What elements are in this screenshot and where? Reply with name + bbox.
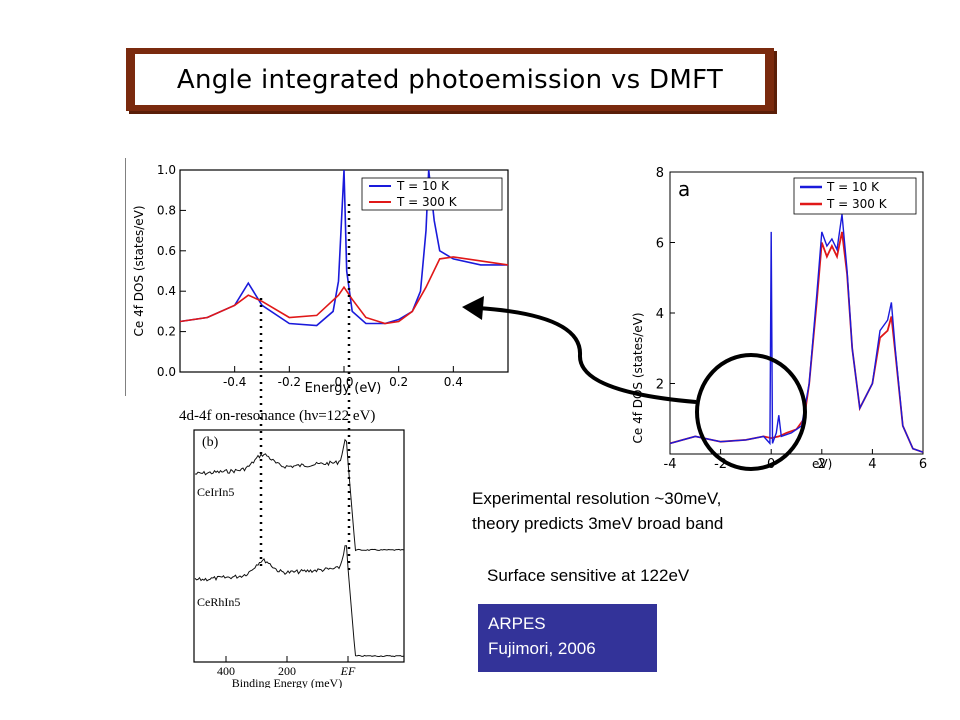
left-xtick-label: 0.0 (334, 375, 353, 389)
arpes-reference-box: ARPES Fujimori, 2006 (478, 604, 657, 672)
right-xlabel: eV) (812, 457, 832, 470)
right-ytick-label: 6 (656, 237, 664, 252)
left-ytick-label: 1.0 (157, 163, 176, 177)
right-ytick-label: 2 (656, 378, 664, 393)
highlight-circle (695, 353, 807, 471)
right-ylabel: Ce 4f DOS (states/eV) (631, 312, 645, 443)
exp-xlabel: Binding Energy (meV) (232, 676, 342, 688)
exp-spectrum-cerhin5 (194, 545, 404, 658)
left-ytick-label: 0.0 (157, 365, 176, 379)
left-series-300k (179, 256, 509, 325)
right-xtick-label: 2 (818, 457, 826, 470)
right-ytick-label: 8 (656, 166, 664, 181)
arrow-head (462, 296, 484, 320)
arrow-shaft (477, 306, 697, 404)
right-series-10k (669, 214, 924, 453)
exp-frame (193, 429, 405, 663)
left-ylabel: Ce 4f DOS (states/eV) (132, 205, 146, 336)
right-series-300k (669, 231, 924, 454)
right-xtick-label: 6 (919, 457, 927, 470)
exp-sample-cerhin5: CeRhIn5 (197, 595, 240, 609)
exp-panel-label: (b) (202, 435, 219, 450)
left-xtick-label: -0.2 (278, 375, 301, 389)
resolution-line1: Experimental resolution ~30meV, (472, 489, 722, 508)
exp-spectrum-ceirin5 (194, 438, 404, 552)
left-dmft-plot: 0.0 0.2 0.4 0.6 0.8 1.0 -0.4 -0.2 0.0 0.2 0.4 Ene… (125, 158, 525, 398)
left-legend (361, 177, 503, 211)
resolution-note: Experimental resolution ~30meV, theory p… (472, 486, 723, 536)
left-legend-300k: T = 300 K (396, 195, 458, 209)
left-xtick-label: 0.2 (389, 375, 408, 389)
left-ytick-label: 0.8 (157, 203, 176, 217)
slide-title: Angle integrated photoemission vs DMFT (176, 64, 724, 95)
left-ytick-label: 0.2 (157, 325, 176, 339)
right-legend-10k: T = 10 K (826, 180, 880, 194)
right-legend-300k: T = 300 K (826, 197, 888, 211)
left-xtick-label: 0.4 (444, 375, 463, 389)
resolution-line2: theory predicts 3meV broad band (472, 514, 724, 533)
arpes-line2: Fujimori, 2006 (488, 639, 596, 658)
experimental-plot: 4d-4f on-resonance (hν=122 eV) (b) CeIrI… (175, 404, 425, 688)
exp-xtick-400: 400 (217, 664, 235, 678)
left-ytick-label: 0.4 (157, 284, 176, 298)
left-ytick-label: 0.6 (157, 244, 176, 258)
right-xtick-label: 4 (868, 457, 876, 470)
surface-note: Surface sensitive at 122eV (487, 566, 690, 585)
left-xtick-label: -0.4 (223, 375, 246, 389)
right-panel-label: a (678, 177, 690, 201)
exp-xtick-ef: EF (340, 664, 356, 678)
title-frame: Angle integrated photoemission vs DMFT (126, 48, 774, 111)
exp-xtick-200: 200 (278, 664, 296, 678)
exp-sample-ceirin5: CeIrIn5 (197, 485, 234, 499)
left-legend-10k: T = 10 K (396, 179, 450, 193)
right-xtick-label: -4 (664, 457, 677, 470)
exp-header: 4d-4f on-resonance (hν=122 eV) (179, 408, 375, 424)
right-ytick-label: 4 (656, 307, 664, 322)
arpes-line1: ARPES (488, 614, 546, 633)
left-xlabel: Energy (eV) (305, 381, 382, 396)
title-inner: Angle integrated photoemission vs DMFT (135, 54, 765, 105)
right-legend (793, 177, 917, 215)
left-series-10k (179, 169, 508, 327)
